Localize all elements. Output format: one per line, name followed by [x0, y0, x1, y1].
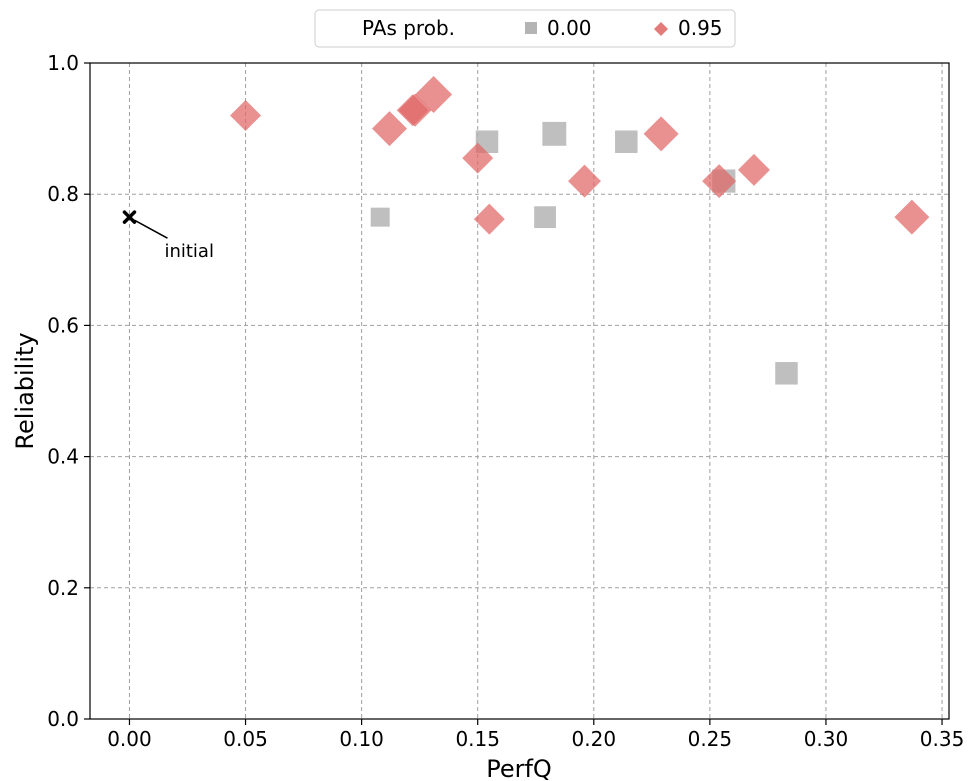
square-marker	[534, 206, 556, 229]
y-tick-label: 0.0	[47, 707, 79, 731]
diamond-marker	[643, 116, 679, 152]
square-marker	[775, 362, 798, 385]
legend-title: PAs prob.	[362, 16, 455, 40]
diamond-marker	[702, 164, 737, 199]
y-axis-label: Reliability	[11, 332, 39, 449]
x-tick-label: 0.25	[688, 727, 733, 751]
x-tick-label: 0.05	[223, 727, 268, 751]
diamond-marker	[473, 203, 505, 235]
diamond-marker	[462, 142, 494, 174]
y-tick-label: 0.8	[47, 182, 79, 206]
diamond-marker	[230, 99, 262, 131]
initial-x-marker	[122, 210, 137, 224]
x-tick-label: 0.10	[339, 727, 384, 751]
x-tick-label: 0.35	[920, 727, 965, 751]
x-tick-label: 0.30	[804, 727, 849, 751]
annotation: initial	[134, 219, 214, 262]
annotation-arrow	[134, 219, 168, 239]
diamond-marker	[371, 111, 407, 147]
y-tick-label: 1.0	[47, 51, 79, 75]
diamond-marker	[568, 164, 602, 198]
legend-square-icon	[525, 22, 537, 34]
grid	[90, 62, 949, 720]
x-tick-label: 0.15	[455, 727, 500, 751]
legend-entry-1: 0.95	[678, 16, 723, 40]
annotation-label: initial	[164, 241, 214, 262]
square-marker	[615, 130, 638, 153]
x-axis-label: PerfQ	[486, 755, 552, 781]
diamond-marker	[894, 199, 930, 235]
axis-ticks: 0.00 0.05 0.10 0.15 0.20 0.25 0.30 0.35 0.0 0.2 0.…	[47, 51, 964, 751]
legend: PAs prob. 0.00 0.95	[314, 9, 736, 48]
plot-frame	[89, 62, 950, 720]
data-markers	[122, 75, 930, 385]
diamond-marker	[737, 153, 770, 186]
x-tick-label: 0.20	[572, 727, 617, 751]
y-tick-label: 0.2	[47, 576, 79, 600]
legend-diamond-icon	[654, 22, 668, 36]
legend-entry-0: 0.00	[547, 16, 592, 40]
x-tick-label: 0.00	[107, 727, 152, 751]
y-tick-label: 0.6	[47, 313, 79, 337]
diamond-marker	[415, 75, 453, 113]
square-marker	[370, 207, 390, 227]
y-tick-label: 0.4	[47, 445, 79, 469]
square-marker	[542, 121, 567, 146]
